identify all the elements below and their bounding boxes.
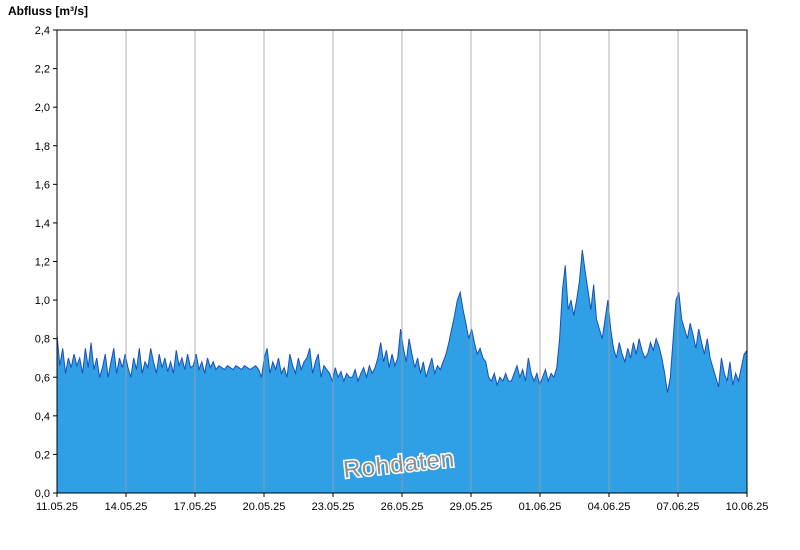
y-tick-label: 0,4 (35, 411, 50, 423)
x-tick-label: 11.05.25 (36, 501, 78, 513)
x-tick-label: 10.06.25 (726, 501, 769, 513)
x-tick-label: 01.06.25 (519, 501, 562, 513)
y-tick-label: 2,4 (35, 25, 50, 37)
y-tick-label: 1,0 (35, 295, 50, 307)
x-tick-label: 29.05.25 (450, 501, 493, 513)
y-tick-label: 0,8 (35, 334, 50, 346)
x-tick-label: 17.05.25 (174, 501, 217, 513)
x-tick-label: 26.05.25 (381, 501, 424, 513)
x-tick-label: 04.06.25 (588, 501, 631, 513)
y-tick-label: 1,6 (35, 179, 50, 191)
y-tick-label: 1,8 (35, 141, 50, 153)
x-tick-label: 07.06.25 (657, 501, 700, 513)
x-tick-label: 14.05.25 (105, 501, 148, 513)
y-tick-label: 2,2 (35, 64, 50, 76)
x-tick-label: 20.05.25 (243, 501, 286, 513)
y-tick-label: 1,2 (35, 257, 50, 269)
y-axis-title: Abfluss [m³/s] (8, 4, 89, 18)
y-tick-label: 0,0 (35, 488, 50, 500)
y-tick-label: 2,0 (35, 102, 50, 114)
y-tick-label: 0,2 (35, 449, 50, 461)
y-tick-label: 1,4 (35, 218, 50, 230)
y-tick-label: 0,6 (35, 372, 50, 384)
x-tick-label: 23.05.25 (312, 501, 355, 513)
